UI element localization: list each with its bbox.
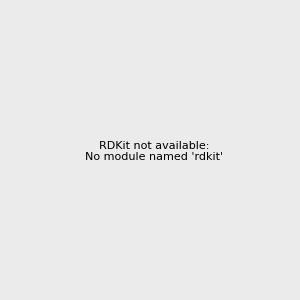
Text: RDKit not available:
No module named 'rdkit': RDKit not available: No module named 'rd…	[85, 141, 223, 162]
